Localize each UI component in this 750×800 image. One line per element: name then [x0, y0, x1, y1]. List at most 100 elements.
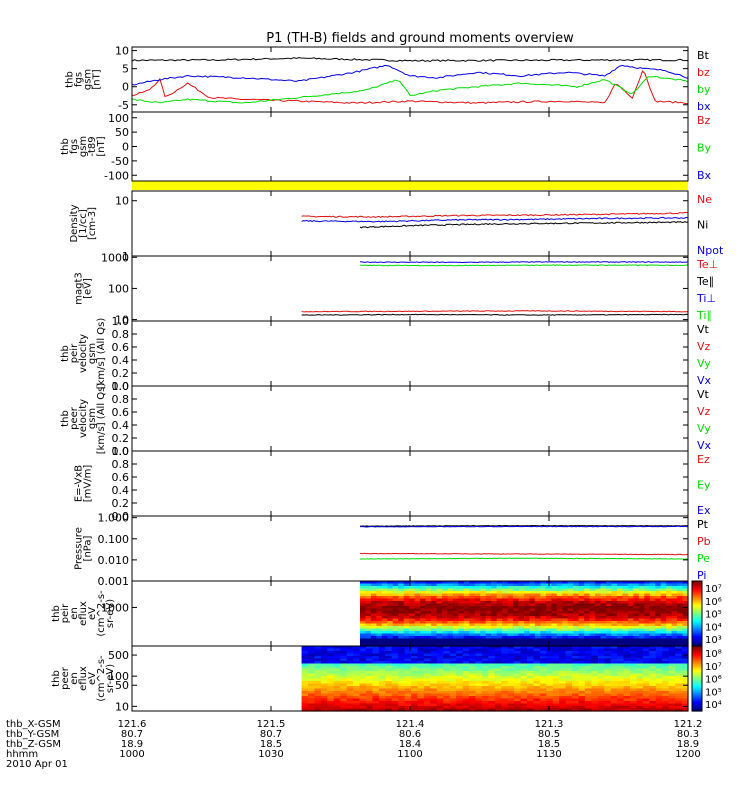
heatmap-cell — [668, 651, 676, 655]
heatmap-cell — [359, 643, 367, 647]
heatmap-cell — [485, 606, 492, 610]
heatmap-cell — [636, 686, 644, 690]
heatmap-cell — [556, 601, 563, 605]
heatmap-cell — [622, 628, 629, 632]
heatmap-cell — [496, 583, 503, 587]
heatmap-cell — [458, 581, 465, 585]
colorbar-segment — [692, 683, 702, 686]
heatmap-cell — [359, 593, 367, 597]
heatmap-cell — [559, 678, 567, 682]
heatmap-cell — [462, 653, 470, 657]
heatmap-cell — [642, 658, 650, 662]
heatmap-cell — [622, 608, 629, 612]
colorbar-segment — [692, 642, 702, 645]
heatmap-cell — [475, 673, 483, 677]
heatmap-cell — [485, 603, 492, 607]
heatmap-cell — [636, 673, 644, 677]
y-tick-label: 1 — [122, 250, 129, 263]
heatmap-cell — [463, 586, 470, 590]
heatmap-cell — [353, 703, 361, 707]
heatmap-cell — [480, 633, 487, 637]
heatmap-cell — [565, 646, 573, 650]
heatmap-cell — [480, 636, 487, 640]
heatmap-cell — [340, 693, 348, 697]
heatmap-cell — [501, 648, 509, 652]
heatmap-cell — [404, 678, 412, 682]
heatmap-cell — [630, 661, 638, 665]
heatmap-cell — [600, 633, 607, 637]
heatmap-cell — [546, 668, 554, 672]
heatmap-cell — [655, 683, 663, 687]
heatmap-cell — [436, 708, 444, 712]
heatmap-cell — [556, 611, 563, 615]
heatmap-cell — [333, 663, 341, 667]
heatmap-cell — [677, 643, 684, 647]
heatmap-cell — [447, 613, 454, 617]
heatmap-cell — [501, 706, 509, 710]
heatmap-cell — [485, 598, 492, 602]
heatmap-cell — [308, 663, 316, 667]
heatmap-cell — [414, 598, 421, 602]
heatmap-cell — [449, 703, 457, 707]
heatmap-cell — [420, 618, 427, 622]
heatmap-cell — [638, 611, 645, 615]
heatmap-cell — [488, 658, 496, 662]
heatmap-cell — [552, 683, 560, 687]
heatmap-cell — [423, 666, 431, 670]
legend-entry: Vt — [697, 388, 710, 401]
heatmap-cell — [333, 701, 341, 705]
heatmap-cell — [567, 606, 574, 610]
heatmap-cell — [655, 696, 663, 700]
heatmap-cell — [520, 668, 528, 672]
heatmap-cell — [677, 626, 684, 630]
heatmap-cell — [381, 596, 388, 600]
heatmap-cell — [456, 696, 464, 700]
heatmap-cell — [359, 666, 367, 670]
heatmap-cell — [430, 701, 438, 705]
heatmap-cell — [496, 633, 503, 637]
heatmap-cell — [370, 641, 377, 645]
heatmap-cell — [409, 633, 416, 637]
heatmap-cell — [662, 671, 670, 675]
heatmap-cell — [409, 643, 416, 647]
heatmap-cell — [584, 701, 592, 705]
heatmap-cell — [677, 601, 684, 605]
heatmap-cell — [668, 698, 676, 702]
heatmap-cell — [485, 636, 492, 640]
heatmap-cell — [578, 626, 585, 630]
heatmap-cell — [463, 606, 470, 610]
heatmap-cell — [441, 606, 449, 610]
heatmap-cell — [600, 586, 607, 590]
heatmap-cell — [320, 701, 328, 705]
heatmap-cell — [494, 678, 502, 682]
heatmap-cell — [462, 678, 470, 682]
heatmap-cell — [655, 586, 662, 590]
legend-entry: Vz — [697, 405, 711, 418]
heatmap-cell — [630, 698, 638, 702]
heatmap-cell — [502, 618, 509, 622]
heatmap-cell — [481, 678, 489, 682]
heatmap-cell — [627, 631, 634, 635]
heatmap-cell — [431, 621, 438, 625]
colorbar-segment — [692, 607, 702, 610]
y-axis-label: sr-eV) — [105, 599, 116, 628]
heatmap-cell — [456, 686, 464, 690]
heatmap-cell — [387, 586, 394, 590]
heatmap-cell — [518, 608, 525, 612]
colorbar-segment — [692, 667, 702, 670]
heatmap-cell — [546, 703, 554, 707]
heatmap-cell — [638, 603, 645, 607]
heatmap-cell — [605, 593, 613, 597]
heatmap-cell — [436, 658, 444, 662]
y-axis-label: thb — [60, 410, 71, 427]
heatmap-cell — [314, 678, 322, 682]
heatmap-cell — [398, 688, 406, 692]
heatmap-cell — [642, 673, 650, 677]
heatmap-cell — [469, 608, 476, 612]
heatmap-cell — [381, 586, 388, 590]
heatmap-cell — [675, 673, 683, 677]
heatmap-cell — [420, 623, 427, 627]
heatmap-cell — [529, 621, 536, 625]
heatmap-cell — [398, 698, 406, 702]
heatmap-cell — [420, 586, 427, 590]
